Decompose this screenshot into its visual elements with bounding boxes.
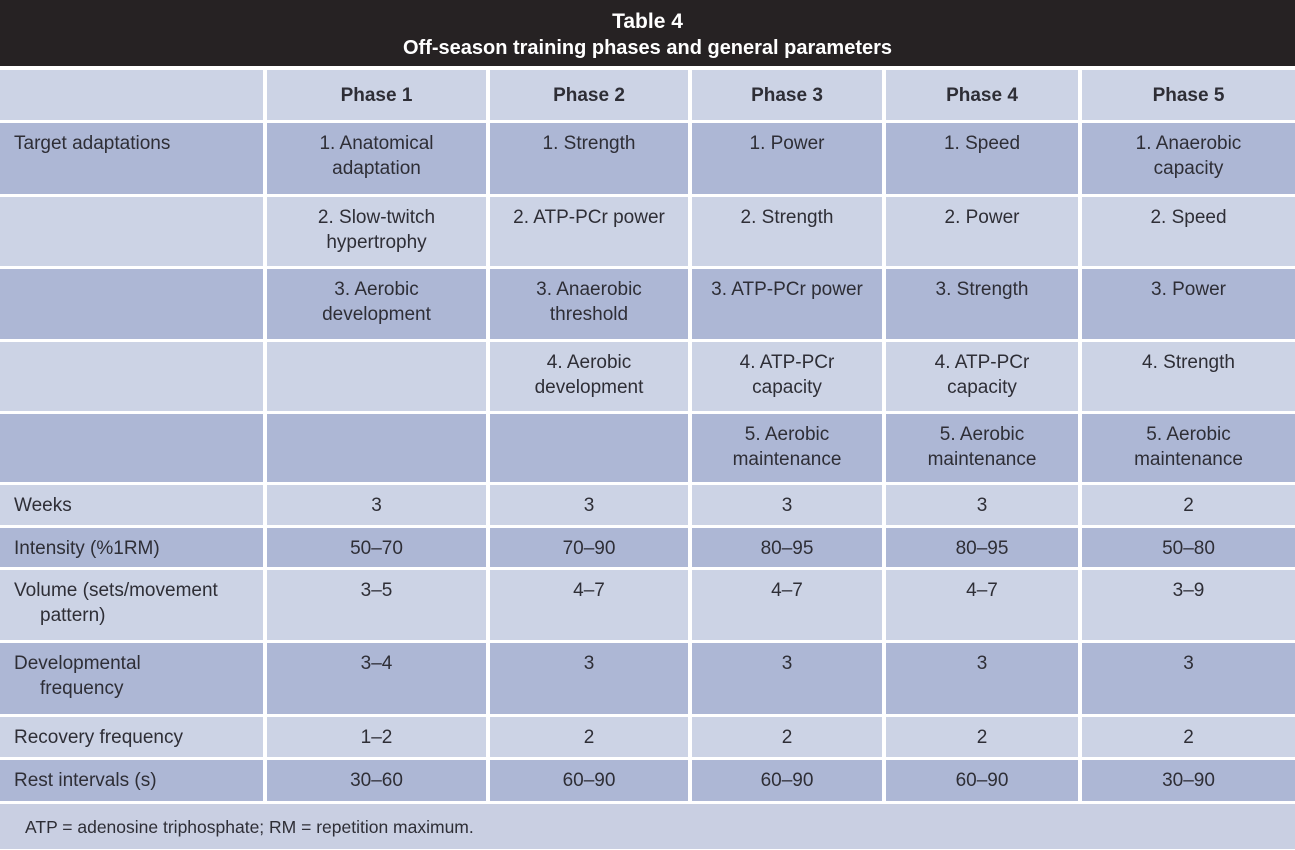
value-cell-devfreq-p4: 3 xyxy=(886,643,1078,714)
column-header-phase-3: Phase 3 xyxy=(692,70,882,120)
row-label-spacer xyxy=(0,269,263,339)
adaptation-cell-p5-3: 3. Power xyxy=(1082,269,1295,339)
value-cell-weeks-p4: 3 xyxy=(886,485,1078,525)
adaptation-cell-p4-3: 3. Strength xyxy=(886,269,1078,339)
value-cell-intensity-p2: 70–90 xyxy=(490,528,688,567)
adaptation-cell-p3-5: 5. Aerobic maintenance xyxy=(692,414,882,482)
adaptation-cell-p4-1: 1. Speed xyxy=(886,123,1078,194)
corner-cell xyxy=(0,70,263,120)
adaptation-cell-p3-2: 2. Strength xyxy=(692,197,882,266)
adaptation-cell-p2-2: 2. ATP-PCr power xyxy=(490,197,688,266)
table-subtitle: Off-season training phases and general p… xyxy=(402,37,893,59)
adaptation-cell-p1-1: 1. Anatomical adaptation xyxy=(267,123,486,194)
value-cell-weeks-p5: 2 xyxy=(1082,485,1295,525)
adaptation-cell-p3-1: 1. Power xyxy=(692,123,882,194)
table-title: Table 4 xyxy=(612,10,683,33)
row-label-volume: Volume (sets/movement pattern) xyxy=(0,570,263,640)
adaptation-cell-p1-5 xyxy=(267,414,486,482)
value-cell-devfreq-p2: 3 xyxy=(490,643,688,714)
table-footnote: ATP = adenosine triphosphate; RM = repet… xyxy=(0,804,1295,849)
adaptation-cell-p3-3: 3. ATP-PCr power xyxy=(692,269,882,339)
value-cell-recovery-p4: 2 xyxy=(886,717,1078,757)
value-cell-rest-p3: 60–90 xyxy=(692,760,882,801)
column-header-phase-2: Phase 2 xyxy=(490,70,688,120)
value-cell-volume-p1: 3–5 xyxy=(267,570,486,640)
value-cell-intensity-p1: 50–70 xyxy=(267,528,486,567)
row-label-spacer xyxy=(0,414,263,482)
value-cell-volume-p4: 4–7 xyxy=(886,570,1078,640)
adaptation-cell-p2-4: 4. Aerobic development xyxy=(490,342,688,411)
value-cell-recovery-p5: 2 xyxy=(1082,717,1295,757)
value-cell-volume-p3: 4–7 xyxy=(692,570,882,640)
adaptation-cell-p4-4: 4. ATP-PCr capacity xyxy=(886,342,1078,411)
value-cell-recovery-p1: 1–2 xyxy=(267,717,486,757)
adaptation-cell-p2-3: 3. Anaerobic threshold xyxy=(490,269,688,339)
column-header-phase-1: Phase 1 xyxy=(267,70,486,120)
column-header-phase-5: Phase 5 xyxy=(1082,70,1295,120)
value-cell-recovery-p2: 2 xyxy=(490,717,688,757)
value-cell-devfreq-p5: 3 xyxy=(1082,643,1295,714)
adaptation-cell-p1-2: 2. Slow-twitch hypertrophy xyxy=(267,197,486,266)
column-header-phase-4: Phase 4 xyxy=(886,70,1078,120)
value-cell-intensity-p4: 80–95 xyxy=(886,528,1078,567)
value-cell-weeks-p3: 3 xyxy=(692,485,882,525)
value-cell-intensity-p5: 50–80 xyxy=(1082,528,1295,567)
table-grid: Phase 1 Phase 2 Phase 3 Phase 4 Phase 5 … xyxy=(0,70,1295,849)
value-cell-rest-p1: 30–60 xyxy=(267,760,486,801)
table-title-band: Table 4 Off-season training phases and g… xyxy=(0,0,1295,66)
adaptation-cell-p5-4: 4. Strength xyxy=(1082,342,1295,411)
value-cell-weeks-p1: 3 xyxy=(267,485,486,525)
adaptation-cell-p2-1: 1. Strength xyxy=(490,123,688,194)
adaptation-cell-p4-5: 5. Aerobic maintenance xyxy=(886,414,1078,482)
value-cell-recovery-p3: 2 xyxy=(692,717,882,757)
adaptation-cell-p5-5: 5. Aerobic maintenance xyxy=(1082,414,1295,482)
row-label-rest-intervals: Rest intervals (s) xyxy=(0,760,263,801)
row-label-developmental-frequency: Developmental frequency xyxy=(0,643,263,714)
adaptation-cell-p4-2: 2. Power xyxy=(886,197,1078,266)
adaptation-cell-p1-4 xyxy=(267,342,486,411)
value-cell-weeks-p2: 3 xyxy=(490,485,688,525)
value-cell-intensity-p3: 80–95 xyxy=(692,528,882,567)
adaptation-cell-p5-1: 1. Anaerobic capacity xyxy=(1082,123,1295,194)
value-cell-rest-p4: 60–90 xyxy=(886,760,1078,801)
adaptation-cell-p3-4: 4. ATP-PCr capacity xyxy=(692,342,882,411)
value-cell-rest-p2: 60–90 xyxy=(490,760,688,801)
row-label-intensity: Intensity (%1RM) xyxy=(0,528,263,567)
value-cell-devfreq-p3: 3 xyxy=(692,643,882,714)
adaptation-cell-p1-3: 3. Aerobic development xyxy=(267,269,486,339)
row-label-spacer xyxy=(0,342,263,411)
value-cell-devfreq-p1: 3–4 xyxy=(267,643,486,714)
adaptation-cell-p5-2: 2. Speed xyxy=(1082,197,1295,266)
row-label-spacer xyxy=(0,197,263,266)
value-cell-volume-p2: 4–7 xyxy=(490,570,688,640)
row-label-weeks: Weeks xyxy=(0,485,263,525)
row-label-target-adaptations: Target adaptations xyxy=(0,123,263,194)
adaptation-cell-p2-5 xyxy=(490,414,688,482)
row-label-recovery-frequency: Recovery frequency xyxy=(0,717,263,757)
value-cell-volume-p5: 3–9 xyxy=(1082,570,1295,640)
value-cell-rest-p5: 30–90 xyxy=(1082,760,1295,801)
